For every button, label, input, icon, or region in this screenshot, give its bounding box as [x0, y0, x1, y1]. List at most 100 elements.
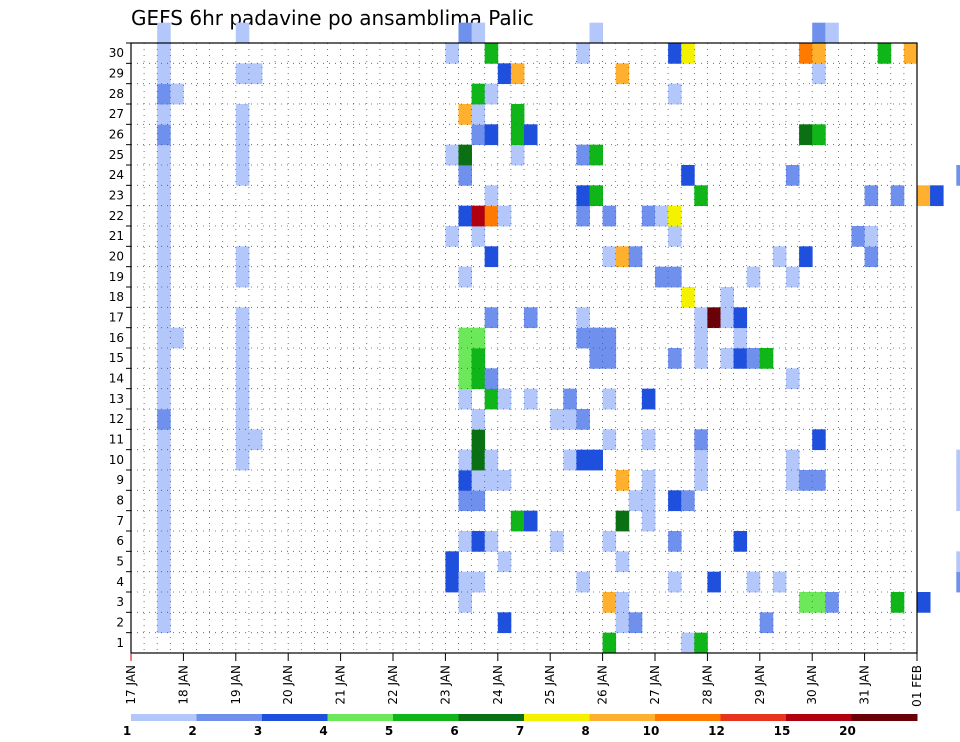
heatmap-cell	[576, 43, 590, 64]
heatmap-cell	[799, 592, 813, 613]
heatmap-cell	[484, 449, 499, 471]
heatmap-cell	[903, 43, 918, 64]
heatmap-cell	[615, 612, 630, 634]
heatmap-cell	[157, 449, 171, 471]
heatmap-cell	[602, 592, 617, 613]
heatmap-cell	[668, 266, 682, 288]
y-axis-tick-labels: 1234567891011121314151617181920212223242…	[109, 46, 124, 650]
heatmap-cell	[497, 470, 512, 491]
heatmap-cell	[510, 510, 525, 532]
x-tick-label: 27 JAN	[648, 665, 662, 705]
heatmap-cell	[668, 531, 682, 552]
heatmap-cell	[458, 531, 472, 552]
heatmap-cell	[759, 348, 774, 369]
heatmap-cell	[445, 226, 459, 247]
heatmap-cell	[458, 22, 472, 44]
heatmap-cell	[786, 266, 800, 288]
legend-swatch	[458, 714, 525, 721]
axis-ticks	[126, 42, 918, 661]
heatmap-cell	[576, 144, 590, 166]
heatmap-cell	[484, 470, 499, 491]
heatmap-cell	[668, 205, 682, 227]
y-tick-label: 11	[109, 433, 124, 447]
legend-swatch	[196, 714, 263, 721]
heatmap-cell	[668, 348, 682, 369]
heatmap-cell	[157, 510, 171, 532]
heatmap-cell	[864, 246, 879, 268]
heatmap-cell	[812, 429, 826, 451]
heatmap-cell	[615, 470, 630, 491]
heatmap-cell	[602, 388, 617, 410]
heatmap-cell	[563, 449, 577, 471]
heatmap-cell	[235, 144, 250, 166]
heatmap-cells	[157, 22, 960, 654]
heatmap-cell	[458, 592, 472, 613]
heatmap-cell	[471, 83, 486, 105]
heatmap-cell	[157, 22, 171, 44]
heatmap-cell	[524, 388, 538, 410]
y-tick-label: 18	[109, 290, 124, 304]
heatmap-cell	[602, 327, 617, 349]
heatmap-cell	[471, 368, 486, 390]
heatmap-cell	[458, 104, 472, 125]
legend-label: 12	[708, 724, 725, 738]
heatmap-cell	[157, 592, 171, 613]
legend-label: 15	[774, 724, 791, 738]
heatmap-cell	[458, 388, 472, 410]
heatmap-cell	[615, 63, 630, 85]
heatmap-cell	[615, 246, 630, 268]
grid-lines	[131, 43, 917, 653]
y-tick-label: 10	[109, 453, 124, 467]
heatmap-cell	[825, 592, 839, 613]
heatmap-cell	[615, 551, 630, 573]
heatmap-cell	[641, 388, 656, 410]
heatmap-cell	[458, 348, 472, 369]
y-tick-label: 29	[109, 67, 124, 81]
heatmap-cell	[628, 612, 643, 634]
heatmap-cell	[157, 307, 171, 329]
legend-swatch	[131, 714, 197, 721]
heatmap-cell	[655, 205, 669, 227]
color-legend: 1 2 3 4 5 6 7 8 10 12 15 20	[123, 714, 918, 738]
legend-label: 4	[319, 724, 327, 738]
heatmap-cell	[956, 490, 960, 512]
heatmap-cell	[759, 612, 774, 634]
heatmap-cell	[602, 205, 617, 227]
y-tick-label: 24	[109, 168, 124, 182]
heatmap-cell	[157, 43, 171, 64]
heatmap-cell	[720, 307, 734, 329]
heatmap-cell	[602, 348, 617, 369]
legend-label: 10	[643, 724, 660, 738]
x-tick-label: 17 JAN	[124, 665, 138, 705]
heatmap-cell	[458, 144, 472, 166]
heatmap-cell	[235, 124, 250, 146]
heatmap-cell	[510, 104, 525, 125]
heatmap-cell	[589, 449, 603, 471]
heatmap-cell	[589, 348, 603, 369]
heatmap-cell	[157, 205, 171, 227]
heatmap-cell	[235, 165, 250, 186]
heatmap-cell	[733, 307, 748, 329]
heatmap-cell	[235, 63, 250, 85]
heatmap-cell	[458, 327, 472, 349]
heatmap-cell	[471, 490, 486, 512]
heatmap-cell	[694, 429, 708, 451]
heatmap-cell	[235, 266, 250, 288]
x-tick-label: 21 JAN	[334, 665, 348, 705]
legend-label: 6	[450, 724, 458, 738]
heatmap-cell	[720, 287, 734, 308]
x-tick-label: 18 JAN	[176, 665, 190, 705]
heatmap-cell	[956, 571, 960, 593]
heatmap-cell	[576, 571, 590, 593]
heatmap-cell	[497, 551, 512, 573]
heatmap-cell	[157, 83, 171, 105]
heatmap-cell	[235, 348, 250, 369]
heatmap-cell	[576, 327, 590, 349]
heatmap-cell	[694, 348, 708, 369]
y-tick-label: 30	[109, 46, 124, 60]
y-tick-label: 20	[109, 250, 124, 264]
heatmap-cell	[733, 327, 748, 349]
heatmap-cell	[497, 612, 512, 634]
heatmap-cell	[930, 185, 944, 207]
